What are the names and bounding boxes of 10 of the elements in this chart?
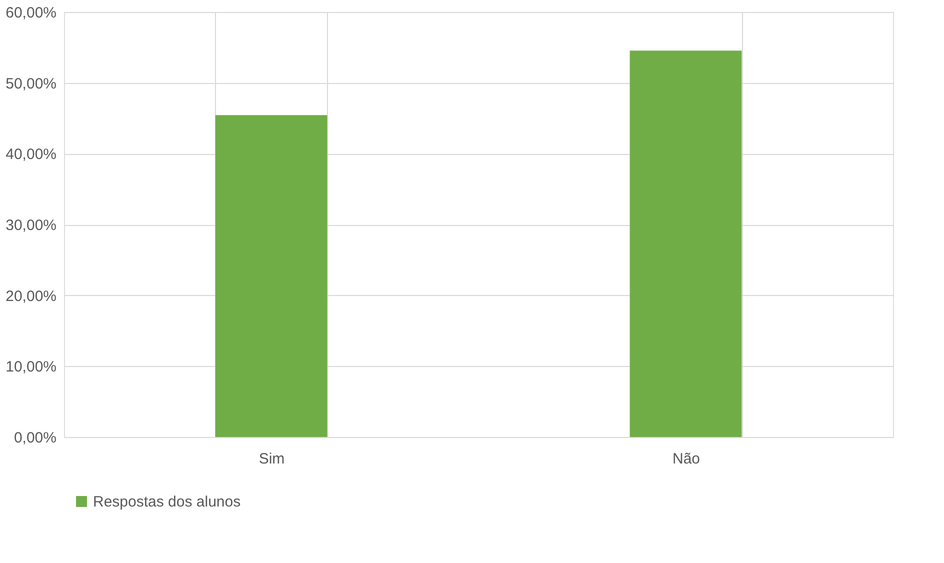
y-tick-label: 30,00%: [6, 217, 56, 234]
x-tick-label: Sim: [258, 450, 285, 468]
y-tick-label: 10,00%: [6, 358, 56, 376]
x-tick-label: Não: [672, 450, 700, 468]
legend-label: Respostas dos alunos: [93, 494, 241, 510]
y-tick-label: 40,00%: [6, 146, 56, 164]
y-tick-label: 20,00%: [6, 288, 56, 305]
y-tick-label: 50,00%: [6, 75, 56, 92]
y-tick-label: 0,00%: [14, 430, 56, 446]
y-tick-label: 60,00%: [6, 4, 56, 22]
